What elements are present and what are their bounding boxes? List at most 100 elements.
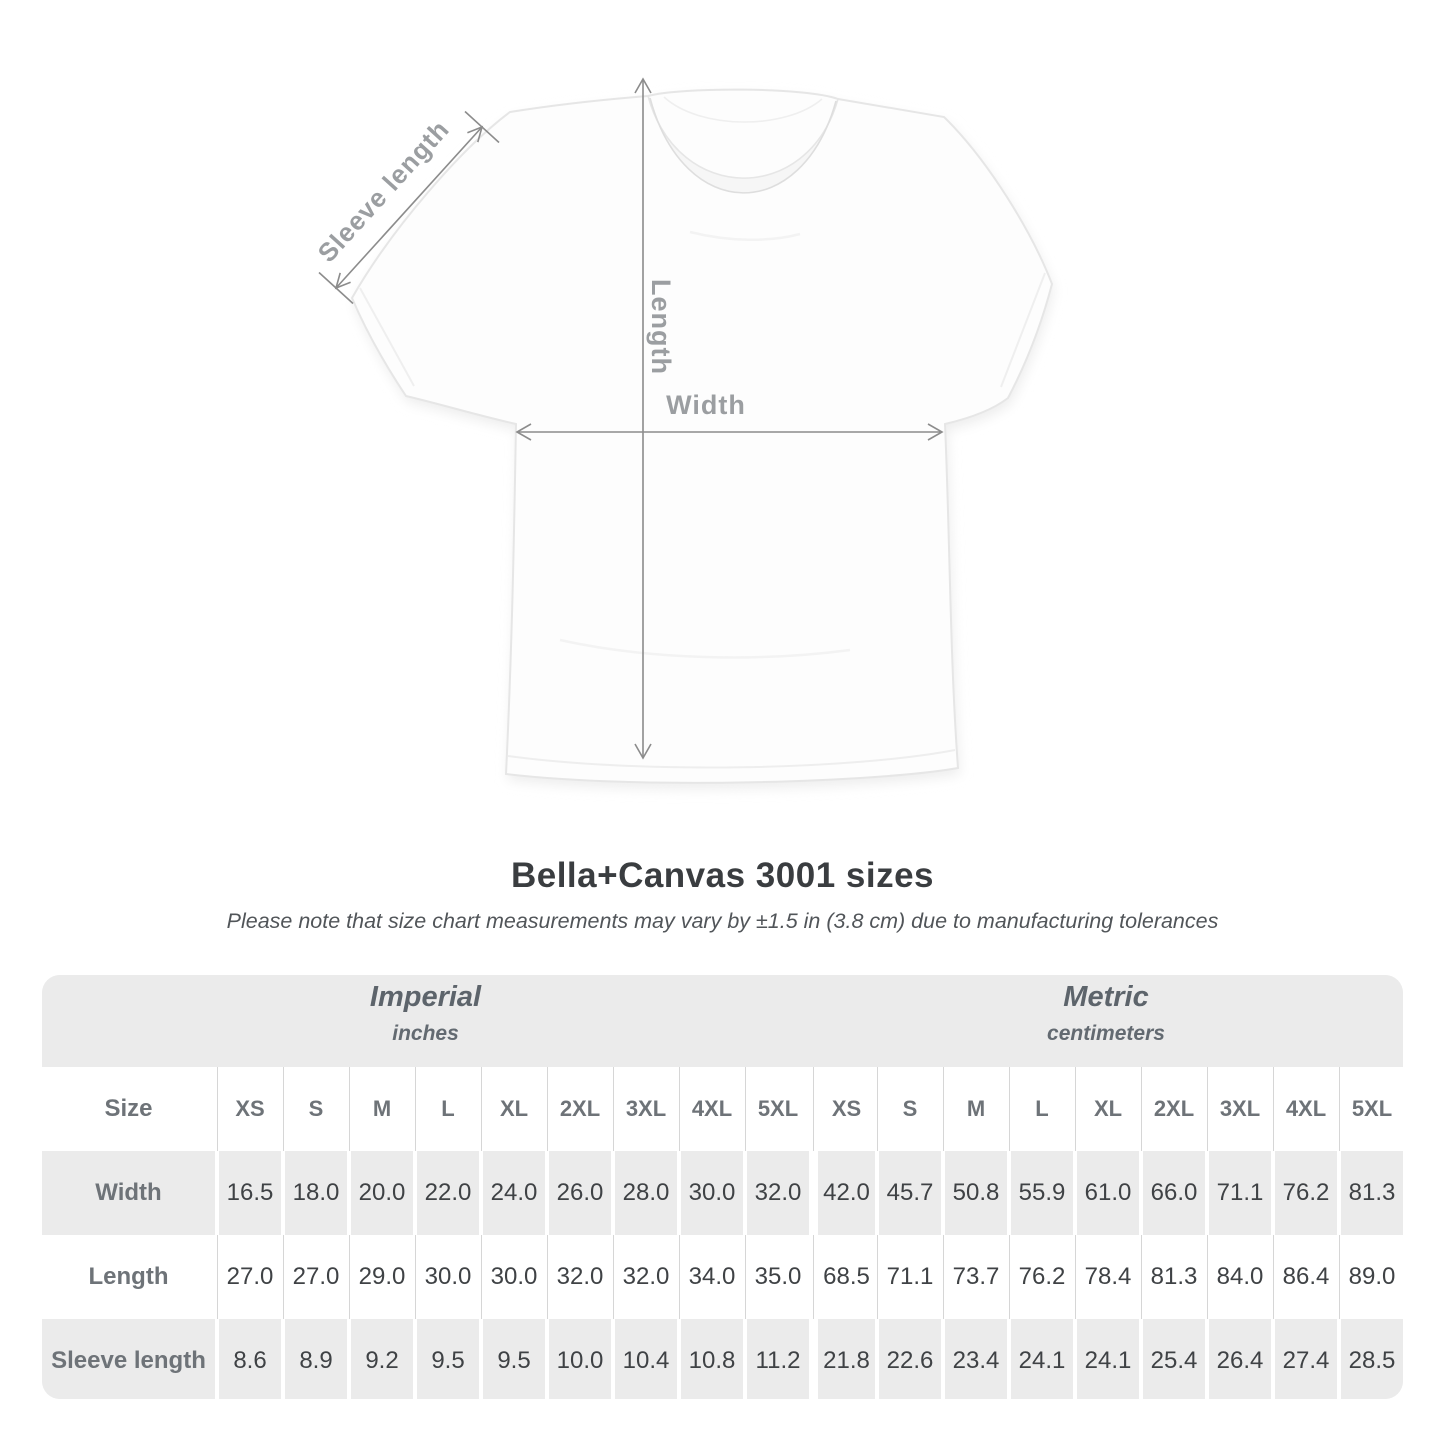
size-table-card: Imperial inches Metric centimeters Size … (42, 975, 1403, 1399)
tshirt-measurement-diagram: Sleeve length Length Width (312, 77, 1054, 789)
size-col-header: XS (215, 1067, 281, 1151)
tshirt-left-cuff-seam (359, 287, 415, 387)
tshirt-right-cuff-seam (1000, 272, 1046, 388)
measurement-value: 86.4 (1271, 1235, 1337, 1319)
measurement-value: 28.5 (1337, 1319, 1403, 1399)
measurement-value: 30.0 (479, 1235, 545, 1319)
measurement-value: 76.2 (1271, 1151, 1337, 1235)
metric-header: Metric centimeters (809, 975, 1403, 1067)
size-col-header: 5XL (743, 1067, 809, 1151)
size-column-label: Size (42, 1067, 215, 1151)
measurement-row: Width 16.5 18.0 20.0 22.0 24.0 26.0 28.0 30.0 32.… (42, 1151, 1403, 1235)
measurement-value: 29.0 (347, 1235, 413, 1319)
measurement-value: 10.4 (611, 1319, 677, 1399)
size-col-header: XS (809, 1067, 875, 1151)
size-header-row: Size XS S M L XL 2XL 3XL 4XL 5XL XS S M L XL 2XL 3XL 4XL… (42, 1067, 1403, 1151)
measurement-row: Length 27.0 27.0 29.0 30.0 30.0 32.0 32.0 34.0 35… (42, 1235, 1403, 1319)
tshirt-neckline-outer (647, 95, 839, 179)
size-col-header: L (1007, 1067, 1073, 1151)
measurement-value: 34.0 (677, 1235, 743, 1319)
measurement-value: 26.0 (545, 1151, 611, 1235)
row-label: Length (42, 1235, 215, 1319)
measurement-value: 9.2 (347, 1319, 413, 1399)
metric-unit: centimeters (1047, 1022, 1165, 1045)
measurement-value: 22.0 (413, 1151, 479, 1235)
measurement-value: 27.0 (215, 1235, 281, 1319)
tolerance-note: Please note that size chart measurements… (226, 909, 1219, 933)
size-col-header: 4XL (1271, 1067, 1337, 1151)
measurement-value: 21.8 (809, 1319, 875, 1399)
measurement-value: 42.0 (809, 1151, 875, 1235)
measurement-row: Sleeve length 8.6 8.9 9.2 9.5 9.5 10.0 10.4 10.8… (42, 1319, 1403, 1399)
measurement-value: 10.0 (545, 1319, 611, 1399)
measurement-value: 78.4 (1073, 1235, 1139, 1319)
metric-label: Metric (1063, 981, 1149, 1013)
size-col-header: M (347, 1067, 413, 1151)
measurement-value: 16.5 (215, 1151, 281, 1235)
measurement-value: 71.1 (875, 1235, 941, 1319)
size-col-header: L (413, 1067, 479, 1151)
tshirt-back-collar (663, 96, 823, 123)
measurement-value: 24.1 (1073, 1319, 1139, 1399)
measurement-value: 9.5 (413, 1319, 479, 1399)
measurement-value: 89.0 (1337, 1235, 1403, 1319)
measurement-value: 55.9 (1007, 1151, 1073, 1235)
size-col-header: XL (479, 1067, 545, 1151)
measurement-value: 50.8 (941, 1151, 1007, 1235)
size-table-body: Width 16.5 18.0 20.0 22.0 24.0 26.0 28.0 30.0 32.… (42, 1151, 1403, 1399)
measurement-value: 8.9 (281, 1319, 347, 1399)
tshirt-collar-band (648, 96, 838, 193)
width-label: Width (666, 390, 746, 420)
measurement-value: 9.5 (479, 1319, 545, 1399)
tshirt-hem-seam (507, 749, 956, 769)
measurement-value: 76.2 (1007, 1235, 1073, 1319)
length-arrow (634, 77, 652, 760)
imperial-header: Imperial inches (42, 975, 809, 1067)
measurement-value: 73.7 (941, 1235, 1007, 1319)
size-col-header: 2XL (1139, 1067, 1205, 1151)
measurement-value: 8.6 (215, 1319, 281, 1399)
size-col-header: S (875, 1067, 941, 1151)
row-label: Width (42, 1151, 215, 1235)
measurement-value: 81.3 (1337, 1151, 1403, 1235)
length-label: Length (646, 279, 676, 375)
size-col-header: 2XL (545, 1067, 611, 1151)
measurement-value: 27.0 (281, 1235, 347, 1319)
title-block: Bella+Canvas 3001 sizes Please note that… (0, 856, 1445, 934)
measurement-value: 45.7 (875, 1151, 941, 1235)
measurement-value: 18.0 (281, 1151, 347, 1235)
measurement-value: 35.0 (743, 1235, 809, 1319)
measurement-value: 10.8 (677, 1319, 743, 1399)
row-label: Sleeve length (42, 1319, 215, 1399)
measurement-value: 84.0 (1205, 1235, 1271, 1319)
measurement-value: 61.0 (1073, 1151, 1139, 1235)
measurement-value: 71.1 (1205, 1151, 1271, 1235)
measurement-value: 23.4 (941, 1319, 1007, 1399)
page-title: Bella+Canvas 3001 sizes (510, 856, 935, 895)
width-arrow (515, 423, 944, 441)
size-col-header: 5XL (1337, 1067, 1403, 1151)
size-col-header: 3XL (1205, 1067, 1271, 1151)
measurement-value: 20.0 (347, 1151, 413, 1235)
measurement-value: 24.1 (1007, 1319, 1073, 1399)
measurement-value: 32.0 (611, 1235, 677, 1319)
size-col-header: 3XL (611, 1067, 677, 1151)
measurement-value: 81.3 (1139, 1235, 1205, 1319)
measurement-value: 66.0 (1139, 1151, 1205, 1235)
imperial-unit: inches (392, 1022, 459, 1045)
measurement-value: 26.4 (1205, 1319, 1271, 1399)
measurement-value: 32.0 (545, 1235, 611, 1319)
measurement-value: 22.6 (875, 1319, 941, 1399)
tshirt-wrinkle (689, 230, 801, 242)
tshirt-neckline-inner (649, 97, 837, 194)
measurement-value: 11.2 (743, 1319, 809, 1399)
measurement-value: 24.0 (479, 1151, 545, 1235)
measurement-value: 30.0 (413, 1235, 479, 1319)
tshirt-wrinkle (559, 638, 851, 659)
units-header-row: Imperial inches Metric centimeters (42, 975, 1403, 1067)
sleeve-length-arrow (318, 110, 500, 305)
measurement-value: 28.0 (611, 1151, 677, 1235)
imperial-label: Imperial (369, 981, 482, 1013)
size-col-header: S (281, 1067, 347, 1151)
